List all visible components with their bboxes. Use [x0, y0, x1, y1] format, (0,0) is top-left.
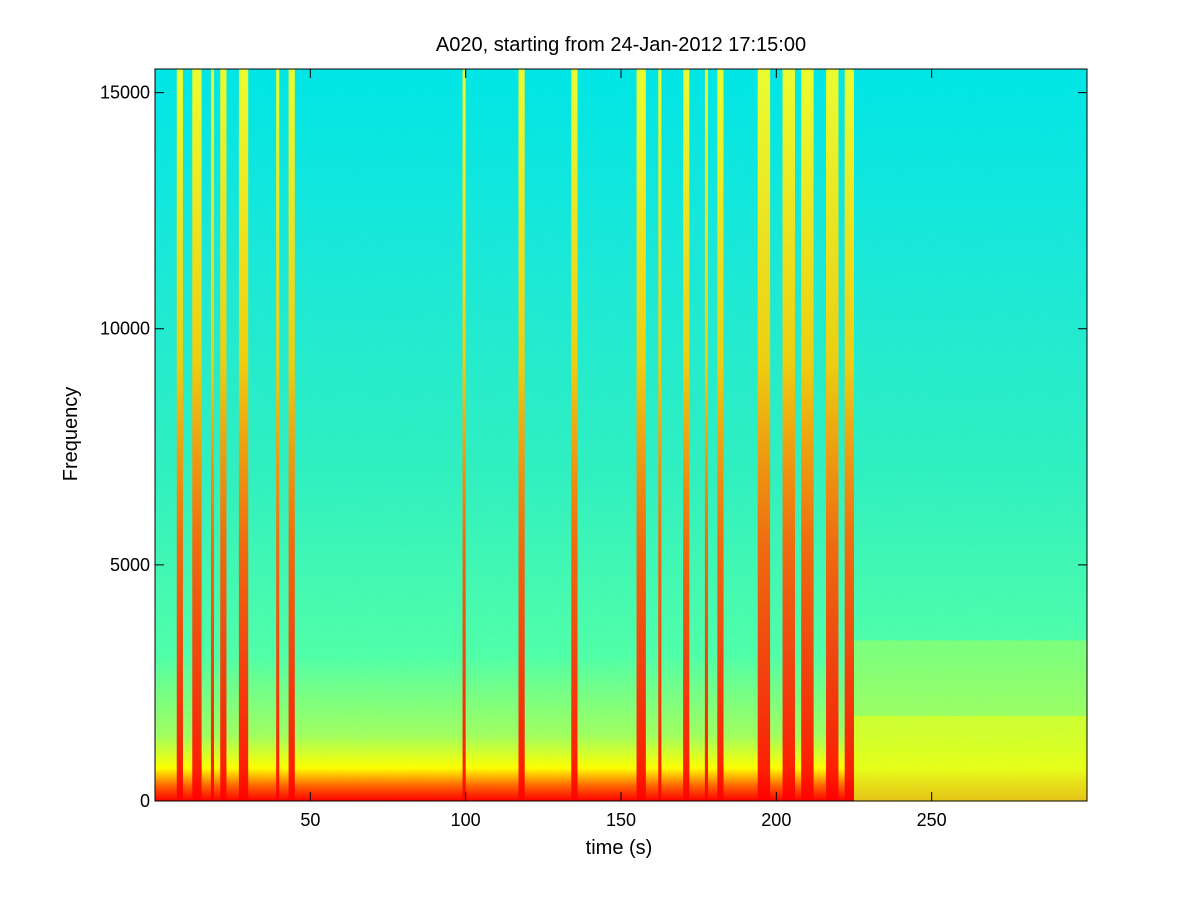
x-tick-label: 250: [917, 810, 947, 830]
plot-area: [155, 69, 1087, 801]
chart-title: A020, starting from 24-Jan-2012 17:15:00: [436, 34, 806, 56]
x-axis-label: time (s): [586, 837, 653, 859]
speckle-noise: [155, 69, 1087, 801]
x-tick-label: 100: [451, 810, 481, 830]
y-tick-label: 15000: [100, 83, 150, 103]
y-tick-label: 0: [140, 791, 150, 811]
x-tick-label: 150: [606, 810, 636, 830]
x-tick-label: 200: [761, 810, 791, 830]
y-axis-label: Frequency: [60, 387, 82, 482]
ticks-layer: 50 100 150 200 250 0 5000 10000 15000: [100, 69, 1087, 830]
y-tick-label: 5000: [110, 555, 150, 575]
x-tick-label: 50: [300, 810, 320, 830]
y-tick-label: 10000: [100, 319, 150, 339]
